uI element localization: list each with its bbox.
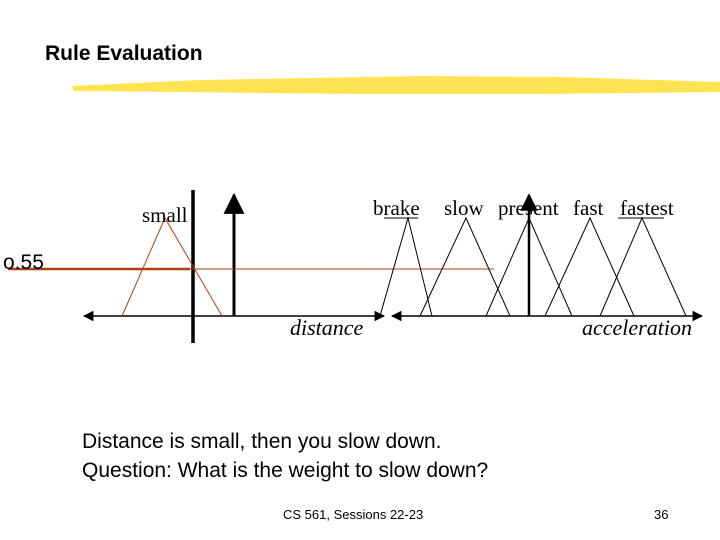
- page-number: 36: [654, 507, 669, 522]
- fastest-set-label: fastest: [620, 196, 674, 220]
- brake-membership-triangle: [379, 216, 433, 317]
- fast-set-label: fast: [573, 196, 604, 220]
- membership-value-label: o.55: [3, 251, 44, 274]
- slide-title: Rule Evaluation: [45, 42, 203, 65]
- acceleration-axis-label: acceleration: [582, 315, 692, 340]
- fast-membership-triangle: [544, 216, 635, 317]
- slow-membership-triangle: [419, 216, 511, 317]
- distance-axis-label: distance: [290, 315, 364, 340]
- present-membership-triangle: [485, 216, 573, 317]
- fastest-membership-triangle: [599, 216, 687, 317]
- small-set-label: small: [142, 203, 188, 227]
- body-line-2: Question: What is the weight to slow dow…: [82, 459, 489, 482]
- slow-set-label: slow: [444, 196, 484, 220]
- brake-set-label: brake: [373, 196, 420, 220]
- body-line-1: Distance is small, then you slow down.: [82, 430, 442, 453]
- slide-footer: CS 561, Sessions 22-23: [283, 507, 424, 522]
- title-highlight: [72, 76, 720, 94]
- small-membership-triangle: [121, 216, 223, 317]
- present-set-label: present: [498, 196, 559, 220]
